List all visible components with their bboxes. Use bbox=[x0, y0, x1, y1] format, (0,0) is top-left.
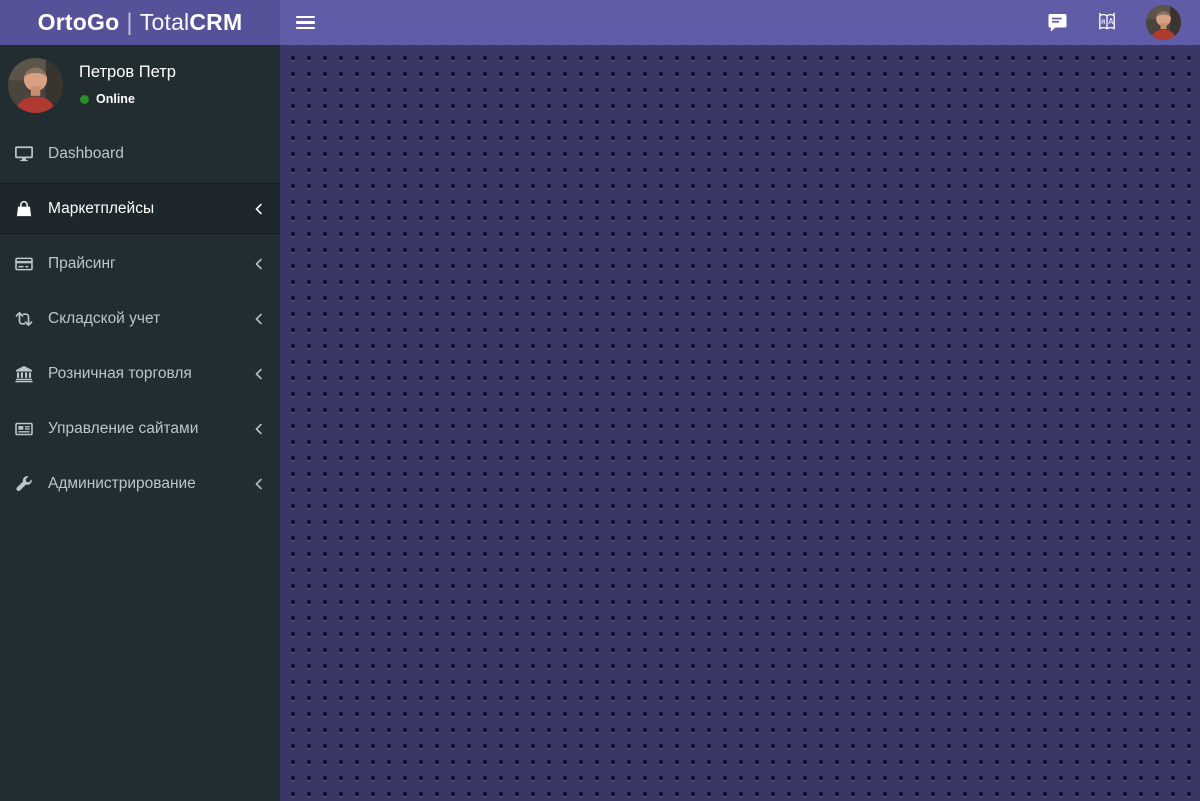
sidebar-item-pricing[interactable]: Прайсинг bbox=[0, 238, 280, 289]
chevron-left-icon bbox=[252, 312, 266, 326]
user-avatar[interactable] bbox=[1146, 5, 1181, 40]
user-name: Петров Петр bbox=[79, 63, 176, 81]
chevron-left-icon bbox=[252, 477, 266, 491]
sidebar-item-label: Складской учет bbox=[48, 309, 161, 327]
sidebar-menu: Dashboard Маркетплейсы Прайсинг Складской у… bbox=[0, 128, 280, 509]
user-status-label: Online bbox=[96, 92, 135, 106]
chevron-left-icon bbox=[252, 202, 266, 216]
sidebar-item-site-management[interactable]: Управление сайтами bbox=[0, 403, 280, 454]
navbar: я A bbox=[280, 0, 1200, 45]
navbar-right: я A bbox=[1047, 5, 1200, 40]
credit-card-icon bbox=[15, 255, 39, 273]
desktop-icon bbox=[15, 145, 39, 163]
sidebar-item-administration[interactable]: Администрирование bbox=[0, 458, 280, 509]
sidebar-user-avatar bbox=[8, 58, 63, 113]
chevron-left-icon bbox=[252, 257, 266, 271]
svg-text:A: A bbox=[1108, 17, 1114, 26]
wrench-icon bbox=[15, 475, 39, 493]
top-header: OrtoGo | Total CRM я bbox=[0, 0, 1200, 45]
sidebar-item-label: Администрирование bbox=[48, 474, 196, 492]
svg-text:я: я bbox=[1101, 17, 1106, 26]
online-status-icon bbox=[79, 93, 90, 105]
chevron-left-icon bbox=[252, 422, 266, 436]
logo-product-light: Total bbox=[139, 9, 190, 35]
exchange-icon bbox=[15, 310, 39, 328]
chevron-left-icon bbox=[252, 367, 266, 381]
sidebar-item-retail[interactable]: Розничная торговля bbox=[0, 348, 280, 399]
shopping-bag-icon bbox=[15, 200, 39, 218]
sidebar-user-panel: Петров Петр Online bbox=[0, 45, 280, 125]
chat-icon[interactable] bbox=[1047, 12, 1068, 34]
sidebar-user-info: Петров Петр Online bbox=[79, 58, 176, 106]
sidebar-item-dashboard[interactable]: Dashboard bbox=[0, 128, 280, 179]
newspaper-icon bbox=[15, 420, 39, 438]
sidebar-item-warehouse[interactable]: Складской учет bbox=[0, 293, 280, 344]
sidebar-item-marketplaces[interactable]: Маркетплейсы bbox=[0, 183, 280, 234]
sidebar-item-label: Управление сайтами bbox=[48, 419, 199, 437]
sidebar-item-label: Прайсинг bbox=[48, 254, 116, 272]
content-area bbox=[280, 45, 1200, 801]
logo-divider: | bbox=[126, 8, 133, 36]
sidebar-item-label: Розничная торговля bbox=[48, 364, 192, 382]
sidebar-item-label: Маркетплейсы bbox=[48, 199, 155, 217]
translate-icon[interactable]: я A bbox=[1095, 10, 1119, 35]
app-logo[interactable]: OrtoGo | Total CRM bbox=[0, 0, 280, 45]
sidebar-item-label: Dashboard bbox=[48, 144, 124, 162]
sidebar: Петров Петр Online Dashboard Маркетплейсы… bbox=[0, 45, 280, 801]
user-status[interactable]: Online bbox=[79, 92, 176, 106]
logo-brand: OrtoGo bbox=[37, 9, 120, 35]
logo-product-bold: CRM bbox=[189, 9, 243, 35]
bank-icon bbox=[15, 365, 39, 383]
hamburger-icon[interactable] bbox=[280, 0, 330, 45]
